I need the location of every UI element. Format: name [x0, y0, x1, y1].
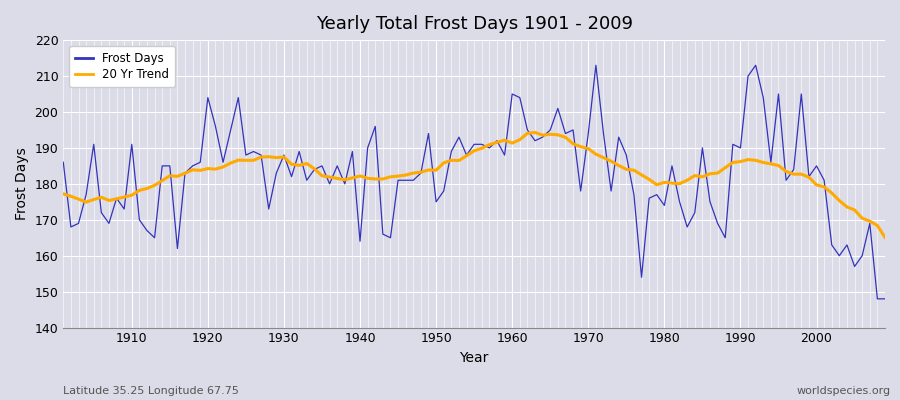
Legend: Frost Days, 20 Yr Trend: Frost Days, 20 Yr Trend [69, 46, 176, 87]
Y-axis label: Frost Days: Frost Days [15, 148, 29, 220]
20 Yr Trend [879, 235, 890, 240]
Frost Days [332, 164, 343, 168]
20 Yr Trend [119, 195, 130, 200]
Frost Days [879, 296, 890, 301]
Frost Days [500, 153, 510, 158]
Frost Days [872, 296, 883, 301]
20 Yr Trend [529, 130, 540, 135]
Frost Days [507, 92, 517, 96]
Title: Yearly Total Frost Days 1901 - 2009: Yearly Total Frost Days 1901 - 2009 [316, 15, 633, 33]
20 Yr Trend [507, 141, 517, 146]
Line: Frost Days: Frost Days [63, 65, 885, 299]
20 Yr Trend [606, 159, 616, 164]
20 Yr Trend [58, 192, 68, 196]
X-axis label: Year: Year [460, 351, 489, 365]
20 Yr Trend [286, 162, 297, 167]
Frost Days [119, 207, 130, 212]
Text: Latitude 35.25 Longitude 67.75: Latitude 35.25 Longitude 67.75 [63, 386, 238, 396]
Frost Days [590, 63, 601, 68]
Frost Days [58, 160, 68, 165]
Text: worldspecies.org: worldspecies.org [796, 386, 891, 396]
20 Yr Trend [332, 176, 343, 181]
Frost Days [286, 174, 297, 179]
Line: 20 Yr Trend: 20 Yr Trend [63, 132, 885, 238]
20 Yr Trend [500, 138, 510, 142]
Frost Days [606, 189, 616, 194]
